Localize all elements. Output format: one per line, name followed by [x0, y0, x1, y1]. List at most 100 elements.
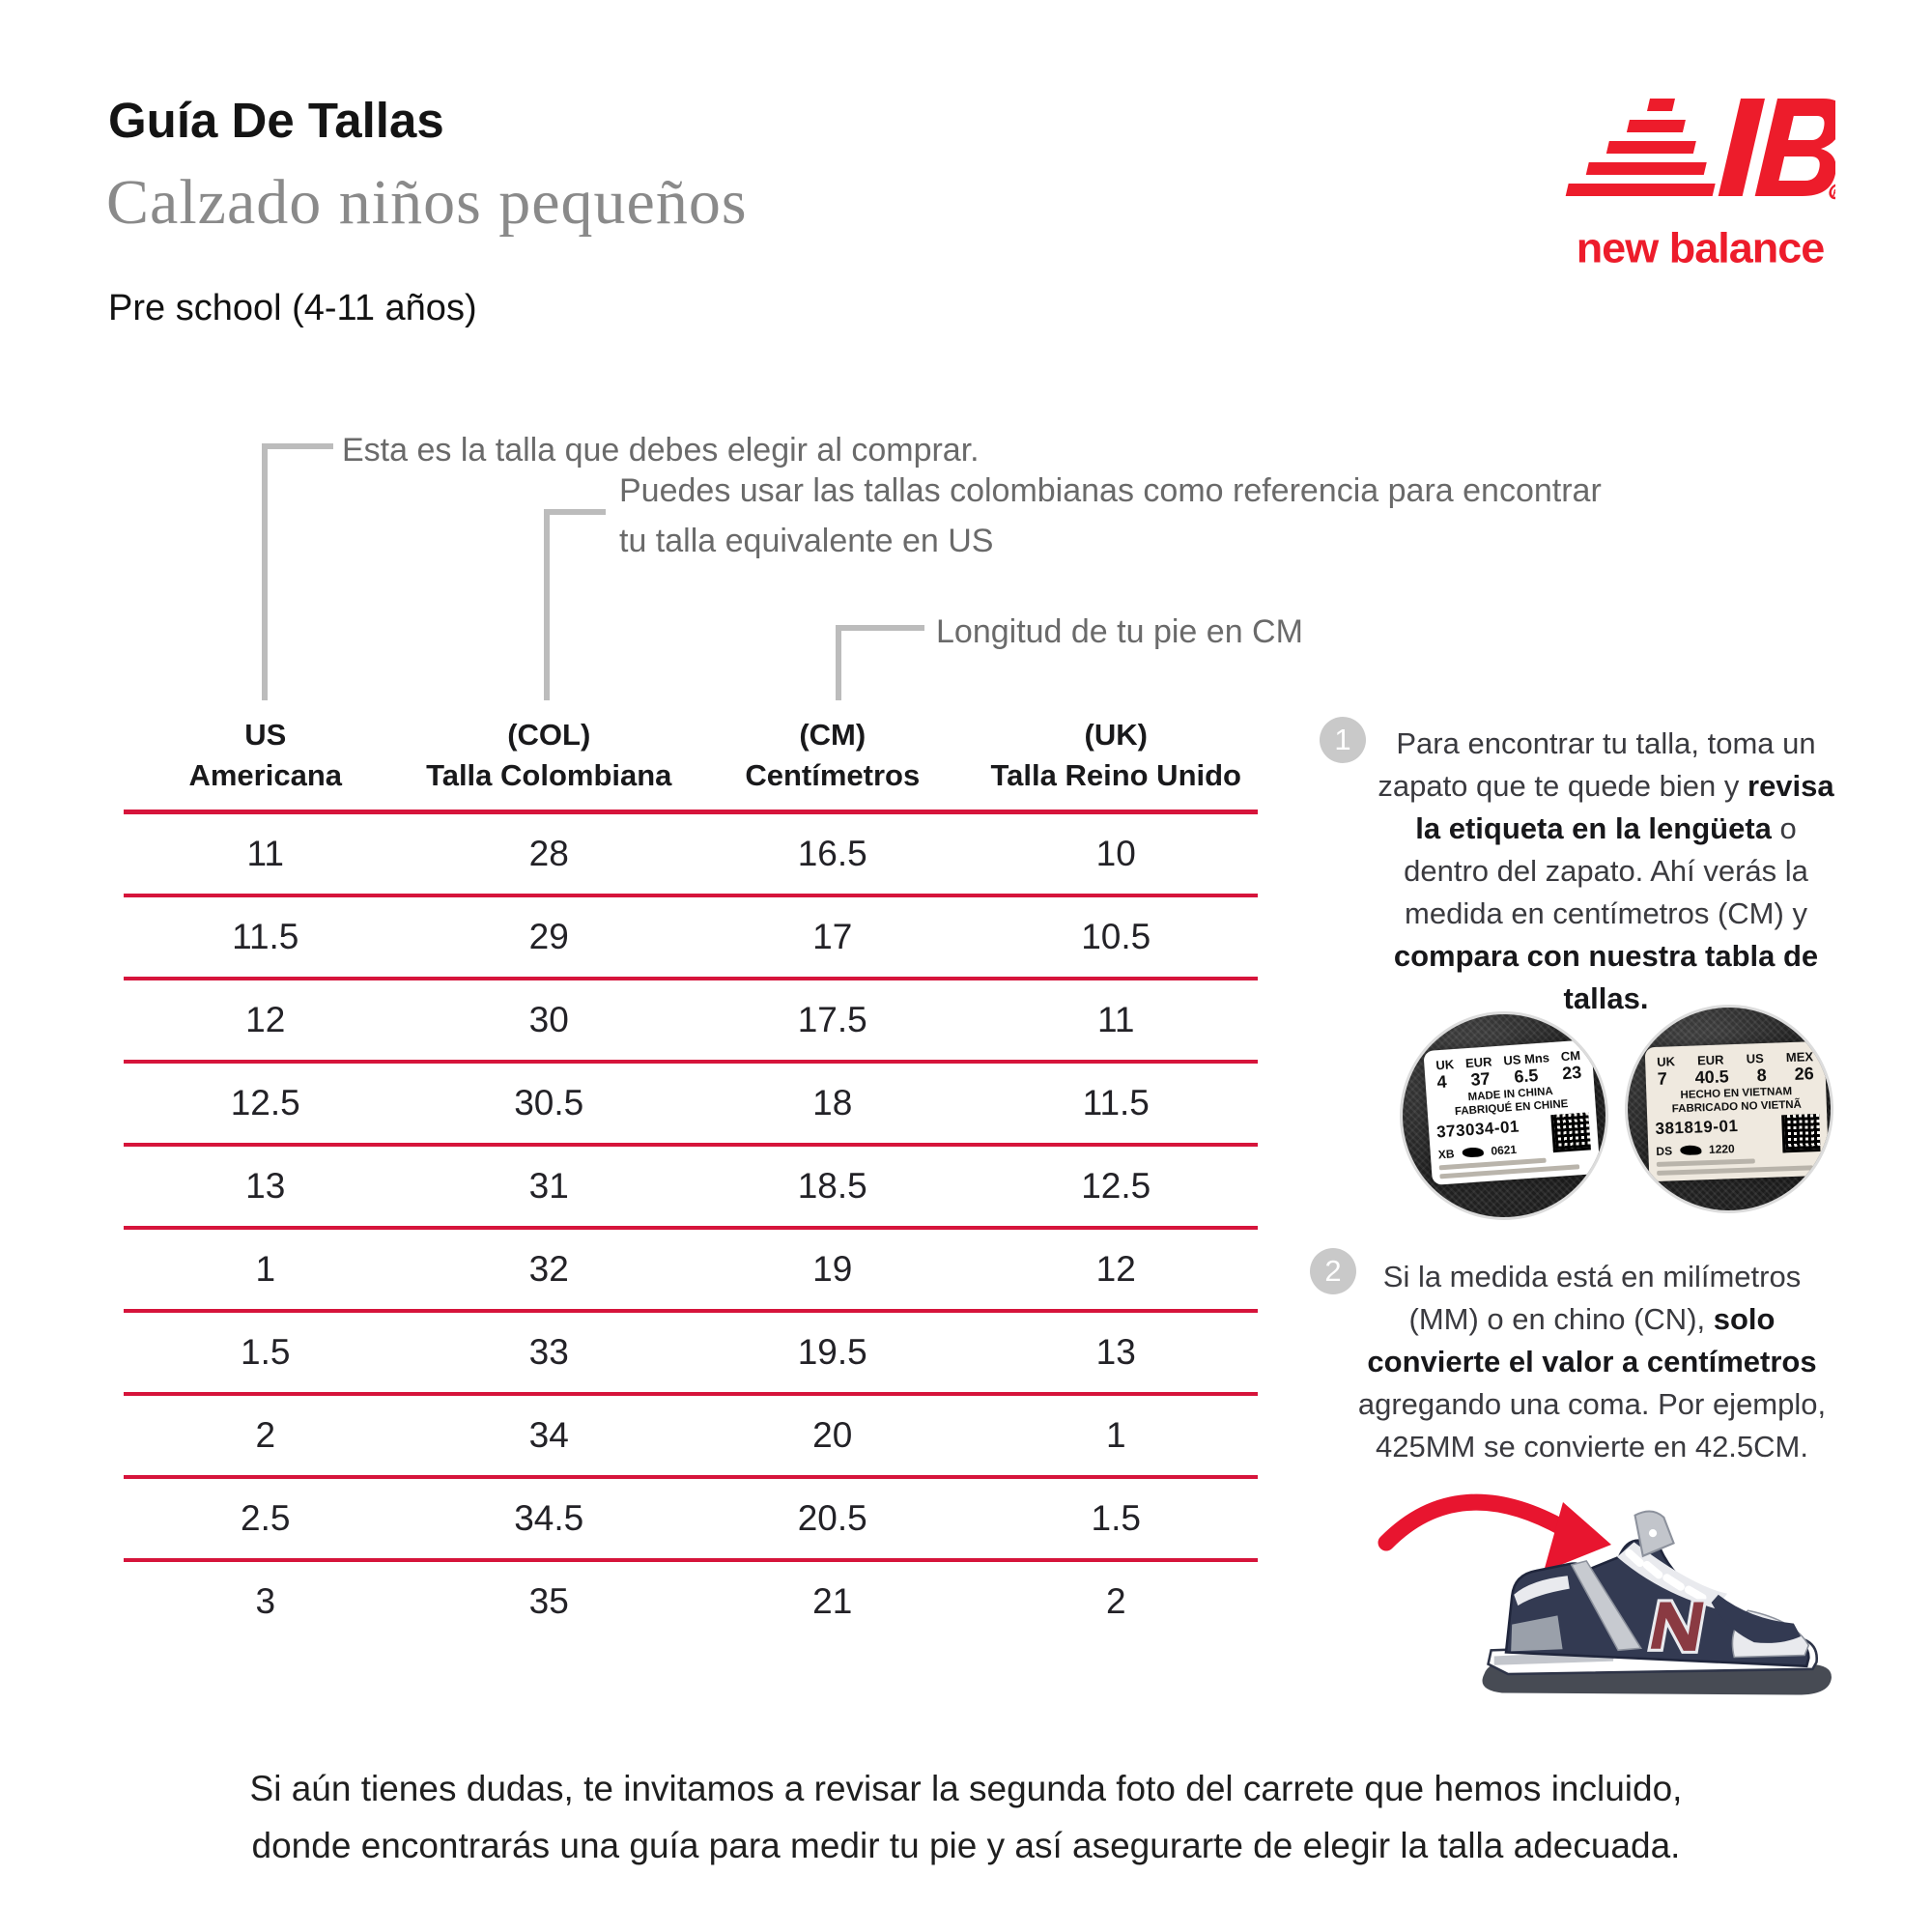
cell-col: 29: [528, 917, 569, 956]
cell-uk: 11: [1097, 1000, 1135, 1039]
cell-us: 3: [255, 1581, 276, 1621]
cell-cm: 21: [812, 1581, 853, 1621]
table-row: 11.5 29 17 10.5: [124, 897, 1258, 980]
callout-us-text: Esta es la talla que debes elegir al com…: [342, 432, 980, 469]
cell-us: 12.5: [230, 1083, 300, 1122]
cell-us: 13: [245, 1166, 286, 1206]
label2-datamatrix-icon: [1781, 1114, 1821, 1153]
cell-uk: 1: [1105, 1415, 1126, 1455]
label2-fineprint-bar: [1656, 1158, 1755, 1167]
cell-uk: 12.5: [1081, 1166, 1151, 1206]
cell-us: 1: [255, 1249, 276, 1289]
svg-text:R: R: [1832, 188, 1835, 199]
new-balance-wordmark: new balance: [1576, 224, 1826, 271]
label2-style-code: 381819-01: [1655, 1116, 1739, 1138]
table-row: 12.5 30.5 18 11.5: [124, 1064, 1258, 1147]
cell-us: 11: [246, 834, 284, 873]
shoe-label-photo-1: UK EUR US Mns CM 4 37 6.5 23 MADE IN CHINA FAB…: [1403, 1014, 1605, 1217]
table-row: 2 34 20 1: [124, 1396, 1258, 1479]
page-title: Guía De Tallas: [108, 93, 444, 148]
cell-col: 32: [528, 1249, 569, 1289]
cell-col: 34: [528, 1415, 569, 1455]
cell-cm: 20: [812, 1415, 853, 1455]
cell-us: 2: [255, 1415, 276, 1455]
callout-cm-line-horizontal: [836, 625, 924, 631]
cell-uk: 1.5: [1091, 1498, 1141, 1538]
cell-uk: 2: [1105, 1581, 1126, 1621]
step2-text: Si la medida está en milímetros (MM) o e…: [1357, 1260, 1827, 1463]
size-table-body: 11 28 16.5 10 11.5 29 17 10.5 12 30 17.5…: [124, 814, 1258, 1641]
callout-col-line-vertical: [544, 509, 550, 700]
cell-cm: 18.5: [797, 1166, 867, 1206]
cell-cm: 18: [812, 1083, 853, 1122]
step1-badge: 1: [1320, 717, 1366, 763]
cell-col: 33: [528, 1332, 569, 1372]
callout-us-line-vertical: [262, 443, 268, 700]
cell-col: 34.5: [514, 1498, 584, 1538]
callout-cm-line-vertical: [836, 625, 841, 700]
header-cm: (CM) Centímetros: [745, 718, 921, 792]
size-table: US Americana (COL) Talla Colombiana (CM)…: [124, 715, 1258, 1641]
cell-col: 30.5: [514, 1083, 584, 1122]
footer-note: Si aún tienes dudas, te invitamos a revi…: [0, 1760, 1932, 1874]
shoe-label-card-1: UK EUR US Mns CM 4 37 6.5 23 MADE IN CHINA FAB…: [1423, 1039, 1601, 1185]
step1-text: Para encontrar tu talla, toma un zapato …: [1378, 726, 1834, 1015]
cell-cm: 17: [812, 917, 853, 956]
table-row: 1.5 33 19.5 13: [124, 1313, 1258, 1396]
cell-uk: 12: [1095, 1249, 1136, 1289]
cell-col: 30: [528, 1000, 569, 1039]
header-col: (COL) Talla Colombiana: [426, 718, 672, 792]
page-subtitle: Calzado niños pequeños: [106, 167, 748, 238]
cell-cm: 19: [812, 1249, 853, 1289]
label1-factory-code: XB: [1437, 1147, 1455, 1162]
table-row: 11 28 16.5 10: [124, 814, 1258, 897]
label2-fineprint-bar: [1657, 1165, 1813, 1176]
table-row: 3 35 21 2: [124, 1562, 1258, 1641]
label1-brand-mark-icon: [1462, 1147, 1484, 1158]
table-row: 2.5 34.5 20.5 1.5: [124, 1479, 1258, 1562]
callout-col-text: Puedes usar las tallas colombianas como …: [619, 466, 1602, 566]
cell-col: 28: [528, 834, 569, 873]
table-row: 13 31 18.5 12.5: [124, 1147, 1258, 1230]
shoe-label-card-2: UK EUR US MEX 7 40.5 8 26 HECHO EN VIETNAM FAB…: [1644, 1040, 1830, 1182]
cell-uk: 13: [1095, 1332, 1136, 1372]
cell-cm: 16.5: [797, 834, 867, 873]
callout-us-line-horizontal: [262, 443, 333, 449]
label2-date-code: 1220: [1708, 1142, 1735, 1157]
cell-us: 11.5: [232, 917, 299, 956]
label1-datamatrix-icon: [1550, 1112, 1591, 1153]
age-group-label: Pre school (4-11 años): [108, 288, 477, 328]
step2-badge: 2: [1310, 1248, 1356, 1294]
red-arrow-icon: [1378, 1493, 1611, 1572]
cell-cm: 19.5: [797, 1332, 867, 1372]
cell-us: 1.5: [241, 1332, 291, 1372]
label1-style-code: 373034-01: [1435, 1117, 1520, 1142]
cell-uk: 10.5: [1081, 917, 1151, 956]
cell-us: 12: [245, 1000, 286, 1039]
label2-brand-mark-icon: [1679, 1145, 1702, 1156]
header-us: US Americana: [188, 718, 343, 792]
cell-col: 31: [528, 1166, 569, 1206]
label2-factory-code: DS: [1656, 1144, 1673, 1158]
table-row: 1 32 19 12: [124, 1230, 1258, 1313]
cell-cm: 20.5: [797, 1498, 867, 1538]
new-balance-logo: R new balance: [1565, 93, 1846, 271]
new-balance-logo-icon: R: [1565, 99, 1846, 200]
label1-date-code: 0621: [1490, 1142, 1518, 1158]
callout-col-text-line2: tu talla equivalente en US: [619, 523, 994, 559]
callout-cm-text: Longitud de tu pie en CM: [936, 613, 1303, 650]
callout-col-text-line1: Puedes usar las tallas colombianas como …: [619, 472, 1602, 509]
table-row: 12 30 17.5 11: [124, 980, 1258, 1064]
callout-col-line-horizontal: [544, 509, 606, 515]
cell-uk: 10: [1095, 834, 1136, 873]
footer-line2: donde encontrarás una guía para medir tu…: [251, 1826, 1681, 1865]
cell-cm: 17.5: [797, 1000, 867, 1039]
size-table-header: US Americana (COL) Talla Colombiana (CM)…: [124, 715, 1258, 814]
header-uk: (UK) Talla Reino Unido: [990, 718, 1242, 792]
cell-us: 2.5: [241, 1498, 291, 1538]
sneaker-illustration: [1482, 1510, 1832, 1695]
cell-uk: 11.5: [1082, 1083, 1150, 1122]
cell-col: 35: [528, 1581, 569, 1621]
footer-line1: Si aún tienes dudas, te invitamos a revi…: [249, 1769, 1683, 1808]
